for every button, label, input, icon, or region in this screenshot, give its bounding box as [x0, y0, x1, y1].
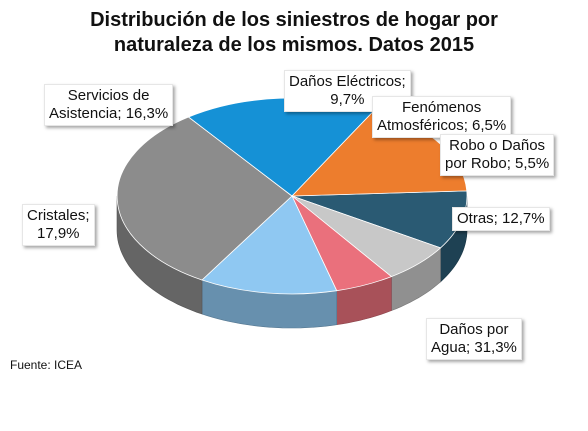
chart-title: Distribución de los siniestros de hogar …	[90, 9, 498, 56]
source-note: Fuente: ICEA	[10, 358, 83, 372]
label-servicios-asistencia: Servicios de Asistencia; 16,3%	[44, 84, 174, 126]
label-robo: Robo o Daños por Robo; 5,5%	[440, 134, 555, 176]
label-otras: Otras; 12,7%	[452, 207, 550, 231]
label-danos-por-agua: Daños por Agua; 31,3%	[426, 318, 522, 360]
label-cristales: Cristales; 17,9%	[22, 204, 95, 246]
label-fenomenos-atmosfericos: Fenómenos Atmosféricos; 6,5%	[372, 96, 512, 138]
pie-slice-4	[116, 116, 293, 281]
pie-slice-3	[201, 195, 338, 295]
